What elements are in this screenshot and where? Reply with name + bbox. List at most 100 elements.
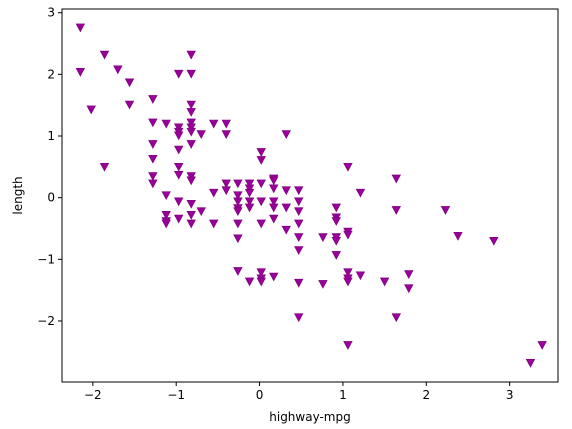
data-point: [343, 230, 353, 240]
data-point: [256, 156, 266, 165]
data-point: [196, 130, 206, 139]
data-point: [256, 148, 266, 157]
data-point: [221, 119, 231, 129]
data-point: [294, 197, 304, 207]
data-point: [174, 131, 184, 141]
x-axis-label: highway-mpg: [269, 410, 350, 424]
data-point: [209, 219, 219, 229]
data-point: [331, 251, 341, 260]
data-point: [99, 162, 110, 172]
data-point: [148, 95, 158, 104]
data-point: [244, 179, 255, 189]
data-point: [174, 69, 184, 79]
data-point: [404, 284, 414, 294]
data-point: [148, 140, 158, 149]
data-point: [256, 197, 266, 207]
data-point: [186, 127, 196, 137]
data-point: [343, 162, 353, 172]
data-point: [161, 219, 171, 229]
data-point: [489, 236, 499, 246]
data-point: [174, 214, 184, 224]
y-tick-label: 0: [47, 191, 55, 205]
data-point: [318, 280, 328, 289]
data-point: [174, 162, 184, 172]
data-point: [186, 172, 196, 181]
data-point: [355, 188, 366, 198]
data-point: [453, 232, 463, 241]
data-point: [233, 234, 243, 244]
data-point: [391, 206, 401, 215]
data-point: [233, 267, 243, 276]
y-tick-label: 1: [47, 129, 55, 143]
data-point: [331, 236, 341, 246]
x-tick-label: 1: [339, 388, 347, 402]
data-point: [221, 179, 231, 189]
data-point: [244, 188, 255, 198]
data-point: [269, 214, 279, 224]
data-point: [233, 191, 243, 201]
data-point: [186, 50, 196, 60]
data-point: [269, 176, 279, 186]
y-axis-label: length: [11, 176, 25, 214]
data-point: [294, 186, 304, 196]
data-point: [440, 206, 451, 215]
data-point: [186, 123, 196, 133]
x-axis-ticks: −2 −1 0 1 2 3: [84, 382, 513, 402]
data-point: [294, 233, 304, 242]
data-point: [161, 119, 171, 129]
data-point: [391, 174, 401, 184]
data-point: [281, 130, 291, 139]
data-point: [161, 211, 171, 220]
data-point: [294, 313, 304, 323]
data-point: [196, 207, 206, 217]
data-point: [124, 100, 135, 110]
data-point: [256, 219, 266, 229]
data-point: [537, 341, 547, 350]
data-point: [113, 65, 123, 75]
data-point: [343, 341, 353, 350]
y-tick-label: −1: [37, 252, 55, 266]
x-tick-label: 3: [506, 388, 514, 402]
x-tick-label: 0: [256, 388, 264, 402]
y-tick-label: −2: [37, 314, 55, 328]
data-point: [75, 68, 86, 77]
data-point: [391, 313, 401, 323]
data-point: [525, 359, 536, 368]
data-point: [161, 191, 171, 201]
data-point: [124, 78, 135, 88]
x-tick-label: −1: [167, 388, 185, 402]
data-point: [148, 154, 158, 164]
data-point: [233, 219, 243, 229]
data-point: [294, 219, 304, 229]
data-point: [244, 203, 255, 213]
data-point: [244, 277, 255, 287]
data-point: [186, 199, 196, 209]
data-point: [256, 268, 266, 278]
data-point: [343, 277, 353, 287]
x-tick-label: −2: [84, 388, 102, 402]
data-point: [186, 211, 196, 220]
data-point: [186, 100, 196, 110]
data-point: [233, 179, 243, 189]
data-point: [331, 203, 341, 213]
data-point: [148, 118, 158, 128]
data-point: [269, 203, 279, 213]
data-point: [281, 203, 291, 213]
data-point: [75, 23, 86, 33]
data-point: [86, 105, 96, 115]
data-point: [186, 140, 196, 149]
data-point: [221, 186, 231, 196]
data-point: [209, 119, 219, 129]
data-point: [148, 179, 158, 189]
data-point: [174, 197, 184, 207]
data-point: [186, 118, 196, 128]
data-point: [256, 179, 266, 189]
data-point: [294, 246, 304, 255]
data-point: [318, 233, 328, 242]
data-point: [221, 130, 231, 139]
data-point: [244, 197, 255, 207]
data-point: [269, 272, 279, 282]
data-point: [186, 219, 196, 229]
data-point: [269, 184, 279, 194]
data-point: [343, 268, 353, 278]
